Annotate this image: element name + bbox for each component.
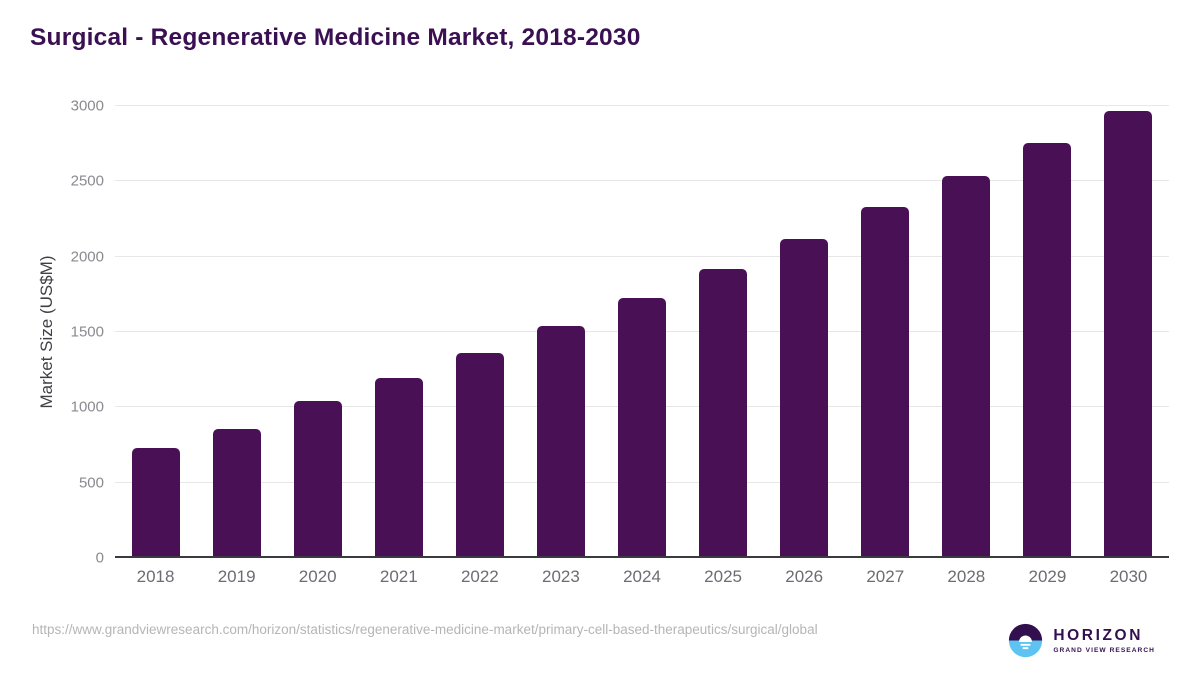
x-axis-line xyxy=(115,556,1169,558)
horizon-logo-icon xyxy=(1009,623,1043,658)
x-tick-label-2023: 2023 xyxy=(542,567,580,586)
bar-2022 xyxy=(455,353,504,558)
x-tick-label-2024: 2024 xyxy=(623,567,661,586)
bar-slot xyxy=(601,106,682,558)
horizon-logo: HORIZON GRAND VIEW RESEARCH xyxy=(1007,622,1155,659)
x-tick-label-2026: 2026 xyxy=(785,567,824,586)
bar-slot xyxy=(358,106,439,558)
x-tick-label-2025: 2025 xyxy=(704,567,742,586)
bars-row xyxy=(115,106,1169,558)
x-tick-label-2019: 2019 xyxy=(217,567,256,586)
y-tick-label: 3000 xyxy=(70,97,104,115)
plot-area: 0 500 1000 1500 2000 2500 3000 xyxy=(71,98,1169,567)
bar-slot xyxy=(439,106,520,558)
x-tick-label-2030: 2030 xyxy=(1109,567,1148,586)
y-tick-label: 1500 xyxy=(70,323,104,341)
y-tick-label: 0 xyxy=(95,549,104,567)
bar-slot xyxy=(196,106,277,558)
y-axis-title: Market Size (US$M) xyxy=(37,255,56,409)
gridline xyxy=(115,255,1169,257)
horizon-wordmark: HORIZON GRAND VIEW RESEARCH xyxy=(1053,627,1155,654)
chart-title: Surgical - Regenerative Medicine Market,… xyxy=(30,24,641,51)
gridline xyxy=(115,105,1169,106)
logo-subtitle: GRAND VIEW RESEARCH xyxy=(1053,646,1155,654)
footer: https://www.grandviewresearch.com/horizo… xyxy=(32,620,1155,659)
source-url: https://www.grandviewresearch.com/horizo… xyxy=(32,622,818,637)
x-tick-label-2027: 2027 xyxy=(866,567,905,586)
x-tick-label-2020: 2020 xyxy=(298,567,337,586)
logo-name: HORIZON xyxy=(1053,627,1144,645)
bar-slot xyxy=(764,106,845,558)
y-tick-label: 500 xyxy=(78,474,104,492)
x-tick-label-2028: 2028 xyxy=(947,567,986,586)
x-tick-label-2022: 2022 xyxy=(460,567,499,586)
x-tick-label-2029: 2029 xyxy=(1028,567,1067,586)
bar-slot xyxy=(115,106,196,558)
bar-2018 xyxy=(131,448,180,558)
logo-reflection-line xyxy=(1022,647,1029,650)
bar-2020 xyxy=(293,401,342,558)
bar-slot xyxy=(1088,106,1169,558)
bar-slot xyxy=(1007,106,1088,558)
gridline xyxy=(115,180,1169,182)
bar-slot xyxy=(845,106,926,558)
x-axis-labels: 2018 2019 2020 2021 2022 2023 2024 2025 2026 2027… xyxy=(115,567,1169,587)
bar-2025 xyxy=(699,268,748,558)
bar-slot xyxy=(520,106,601,558)
bar-2030 xyxy=(1104,111,1153,558)
bar-2027 xyxy=(861,206,910,558)
bar-2029 xyxy=(1023,142,1072,558)
bar-slot xyxy=(926,106,1007,558)
logo-reflection-line xyxy=(1020,643,1031,646)
y-tick-label: 2000 xyxy=(70,248,104,266)
bar-2026 xyxy=(780,239,829,558)
bar-2028 xyxy=(942,176,991,558)
logo-sun-icon xyxy=(1019,635,1033,642)
bar-2024 xyxy=(618,298,666,558)
logo-sky-half xyxy=(1009,623,1043,641)
bar-2023 xyxy=(536,325,585,558)
y-tick-label: 1000 xyxy=(70,398,104,416)
bar-2021 xyxy=(374,377,423,558)
x-tick-label-2018: 2018 xyxy=(136,567,175,586)
x-tick-label-2021: 2021 xyxy=(379,567,418,586)
bar-slot xyxy=(683,106,764,558)
bar-slot xyxy=(277,106,358,558)
bar-2019 xyxy=(212,429,261,558)
y-tick-label: 2500 xyxy=(70,172,104,190)
